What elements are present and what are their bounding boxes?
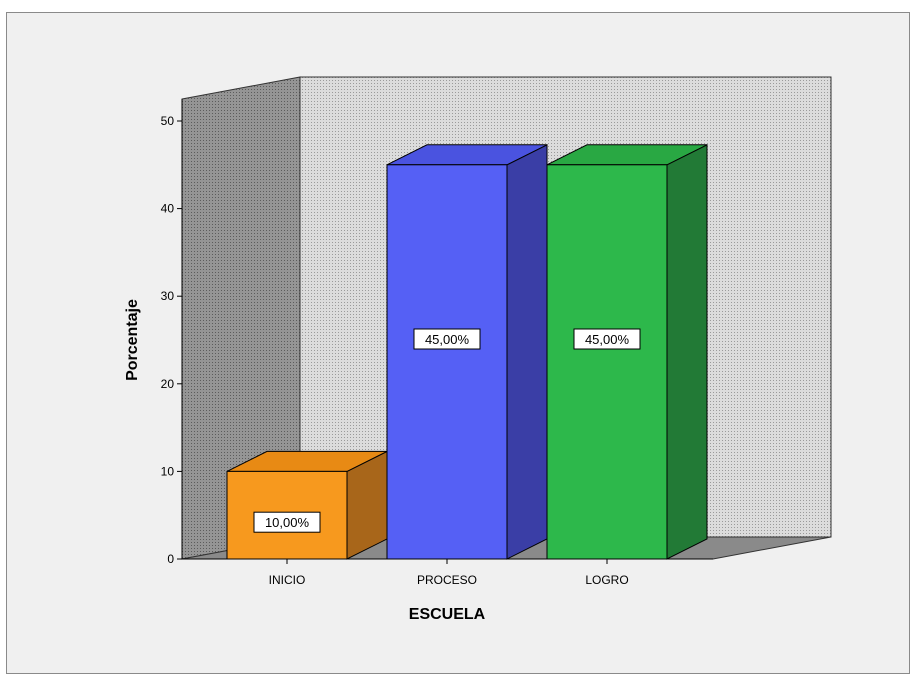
bar-inicio: 10,00% [226, 450, 388, 560]
y-tick-label: 0 [167, 552, 174, 566]
y-tick-label: 40 [161, 202, 175, 216]
chart-frame: 0 10 20 30 40 50 10,00% 45,00% 45,00% INICIO PRO… [6, 12, 910, 674]
y-tick-label: 30 [161, 289, 175, 303]
bar-front [386, 164, 508, 560]
data-label: 45,00% [425, 332, 470, 347]
bar-logro: 45,00% [546, 143, 708, 560]
bar-front [546, 164, 668, 560]
bar-proceso: 45,00% [386, 143, 548, 560]
y-tick-label: 50 [161, 114, 175, 128]
x-tick-label: INICIO [269, 573, 306, 587]
data-label: 45,00% [585, 332, 630, 347]
bar-side [666, 143, 708, 560]
y-tick-label: 20 [161, 377, 175, 391]
data-label-box [253, 511, 321, 533]
x-tick-label: PROCESO [417, 573, 477, 587]
bar-side [506, 143, 548, 560]
x-tick-label: LOGRO [585, 573, 628, 587]
bars-group: 10,00% 45,00% 45,00% [226, 143, 708, 560]
y-tick-label: 10 [161, 464, 175, 478]
data-label-box [413, 328, 481, 350]
x-axis: INICIO PROCESO LOGRO [177, 558, 713, 587]
bar-chart: 0 10 20 30 40 50 10,00% 45,00% 45,00% INICIO PRO… [124, 76, 832, 623]
data-label-box [573, 328, 641, 350]
y-axis-title: Porcentaje [124, 299, 141, 381]
data-label: 10,00% [265, 515, 310, 530]
x-axis-title: ESCUELA [409, 606, 486, 623]
y-axis: 0 10 20 30 40 50 [161, 99, 183, 566]
